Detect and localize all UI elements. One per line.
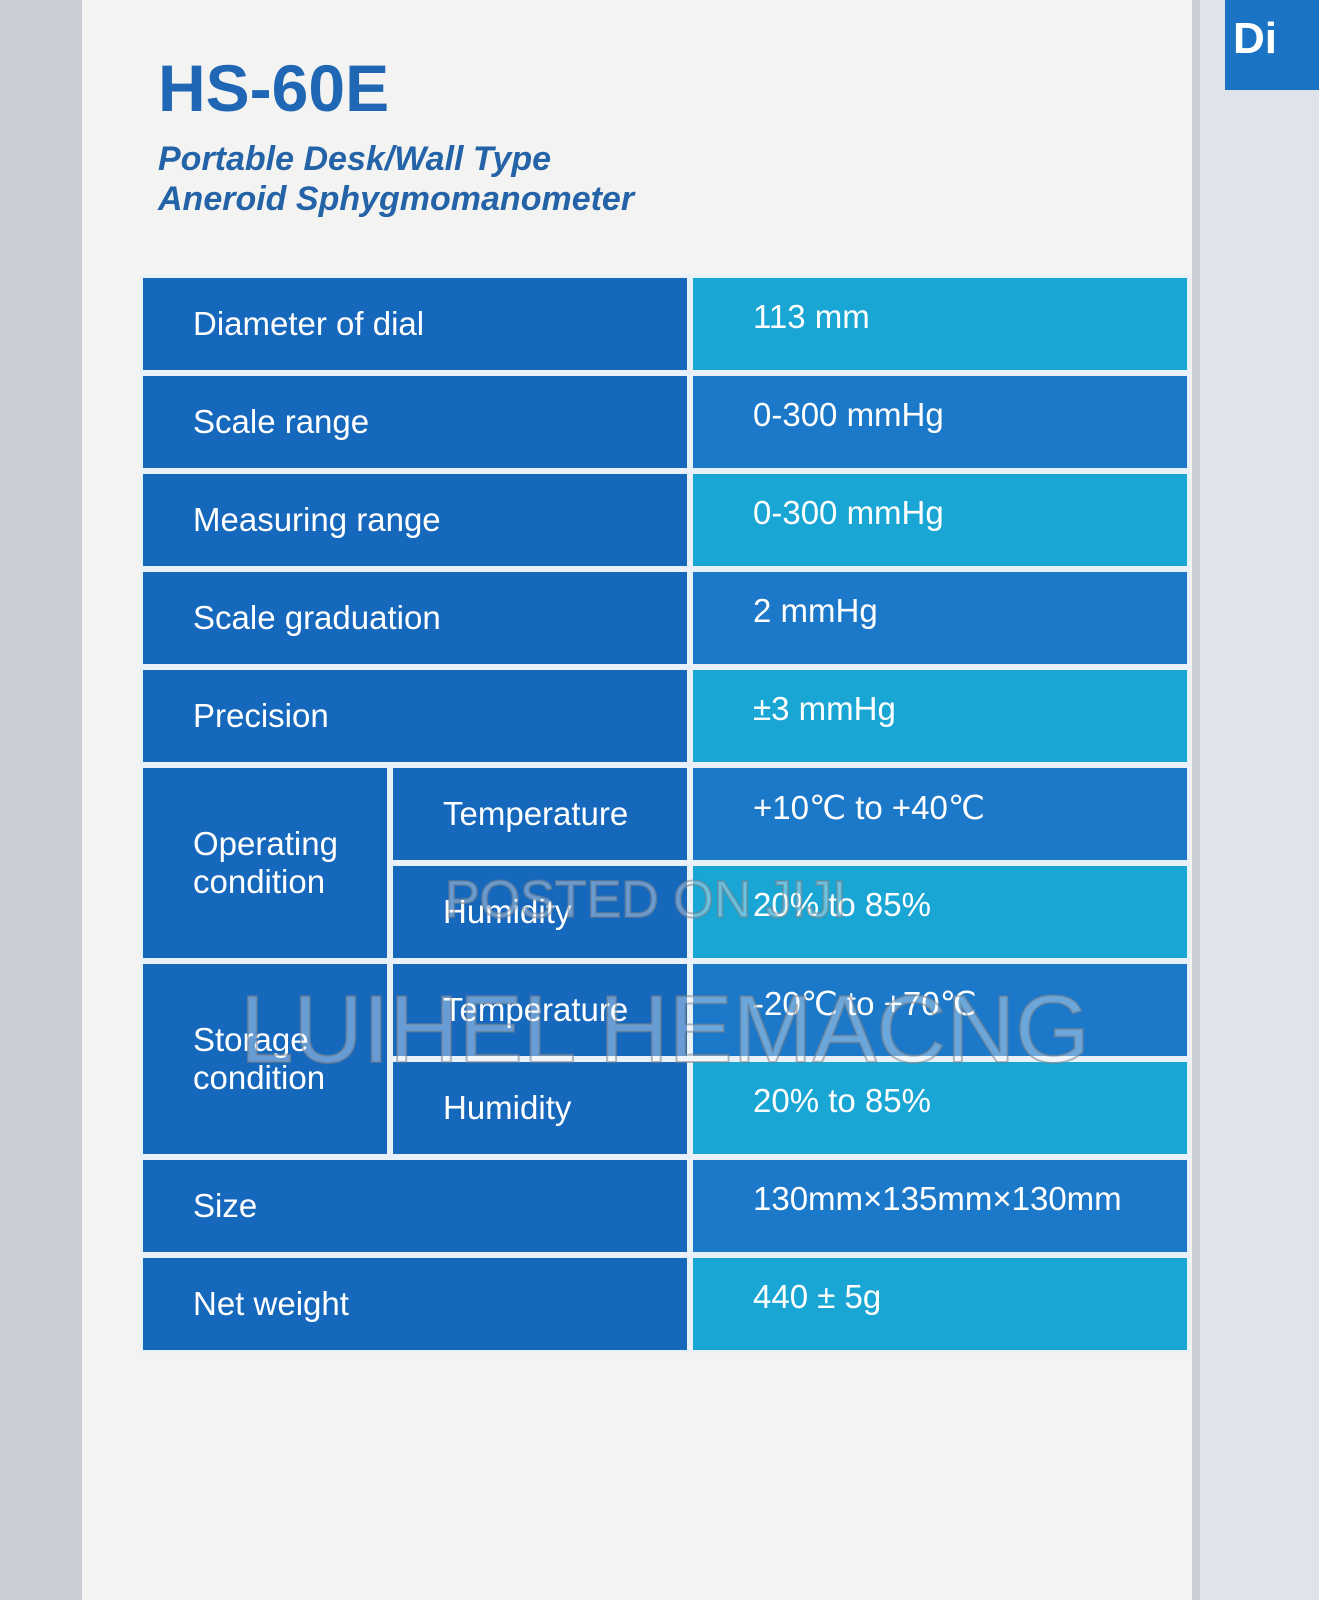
row-label: Scale graduation [140, 569, 690, 667]
row-value: +10℃ to +40℃ [690, 765, 1190, 863]
row-label: Size [140, 1157, 690, 1255]
row-label: Net weight [140, 1255, 690, 1353]
row-value: 0-300 mmHg [690, 373, 1190, 471]
row-value: 0-300 mmHg [690, 471, 1190, 569]
group-label: Storage condition [140, 961, 390, 1157]
row-label: Humidity [390, 1059, 690, 1157]
row-value: 20% to 85% [690, 1059, 1190, 1157]
side-box [1200, 0, 1319, 1600]
subtitle: Aneroid Sphygmomanometer [158, 180, 635, 218]
row-value: 130mm×135mm×130mm [690, 1157, 1190, 1255]
row-label: Temperature [390, 961, 690, 1059]
row-label: Diameter of dial [140, 275, 690, 373]
row-value: 2 mmHg [690, 569, 1190, 667]
row-value: 20% to 85% [690, 863, 1190, 961]
row-label: Scale range [140, 373, 690, 471]
row-value: 113 mm [690, 275, 1190, 373]
row-value: ±3 mmHg [690, 667, 1190, 765]
row-value: -20℃ to +70℃ [690, 961, 1190, 1059]
watermark: LUIHEL HEMACNG [239, 975, 1091, 1084]
model-title: HS-60E [158, 51, 390, 125]
row-label: Measuring range [140, 471, 690, 569]
subtitle: Portable Desk/Wall Type [158, 140, 552, 178]
group-label: Operating condition [140, 765, 390, 961]
row-label: Humidity [390, 863, 690, 961]
row-value: 440 ± 5g [690, 1255, 1190, 1353]
row-label: Temperature [390, 765, 690, 863]
watermark: POSTED ON JIJI [444, 870, 848, 930]
side-label: Di [1225, 0, 1319, 90]
row-label: Precision [140, 667, 690, 765]
